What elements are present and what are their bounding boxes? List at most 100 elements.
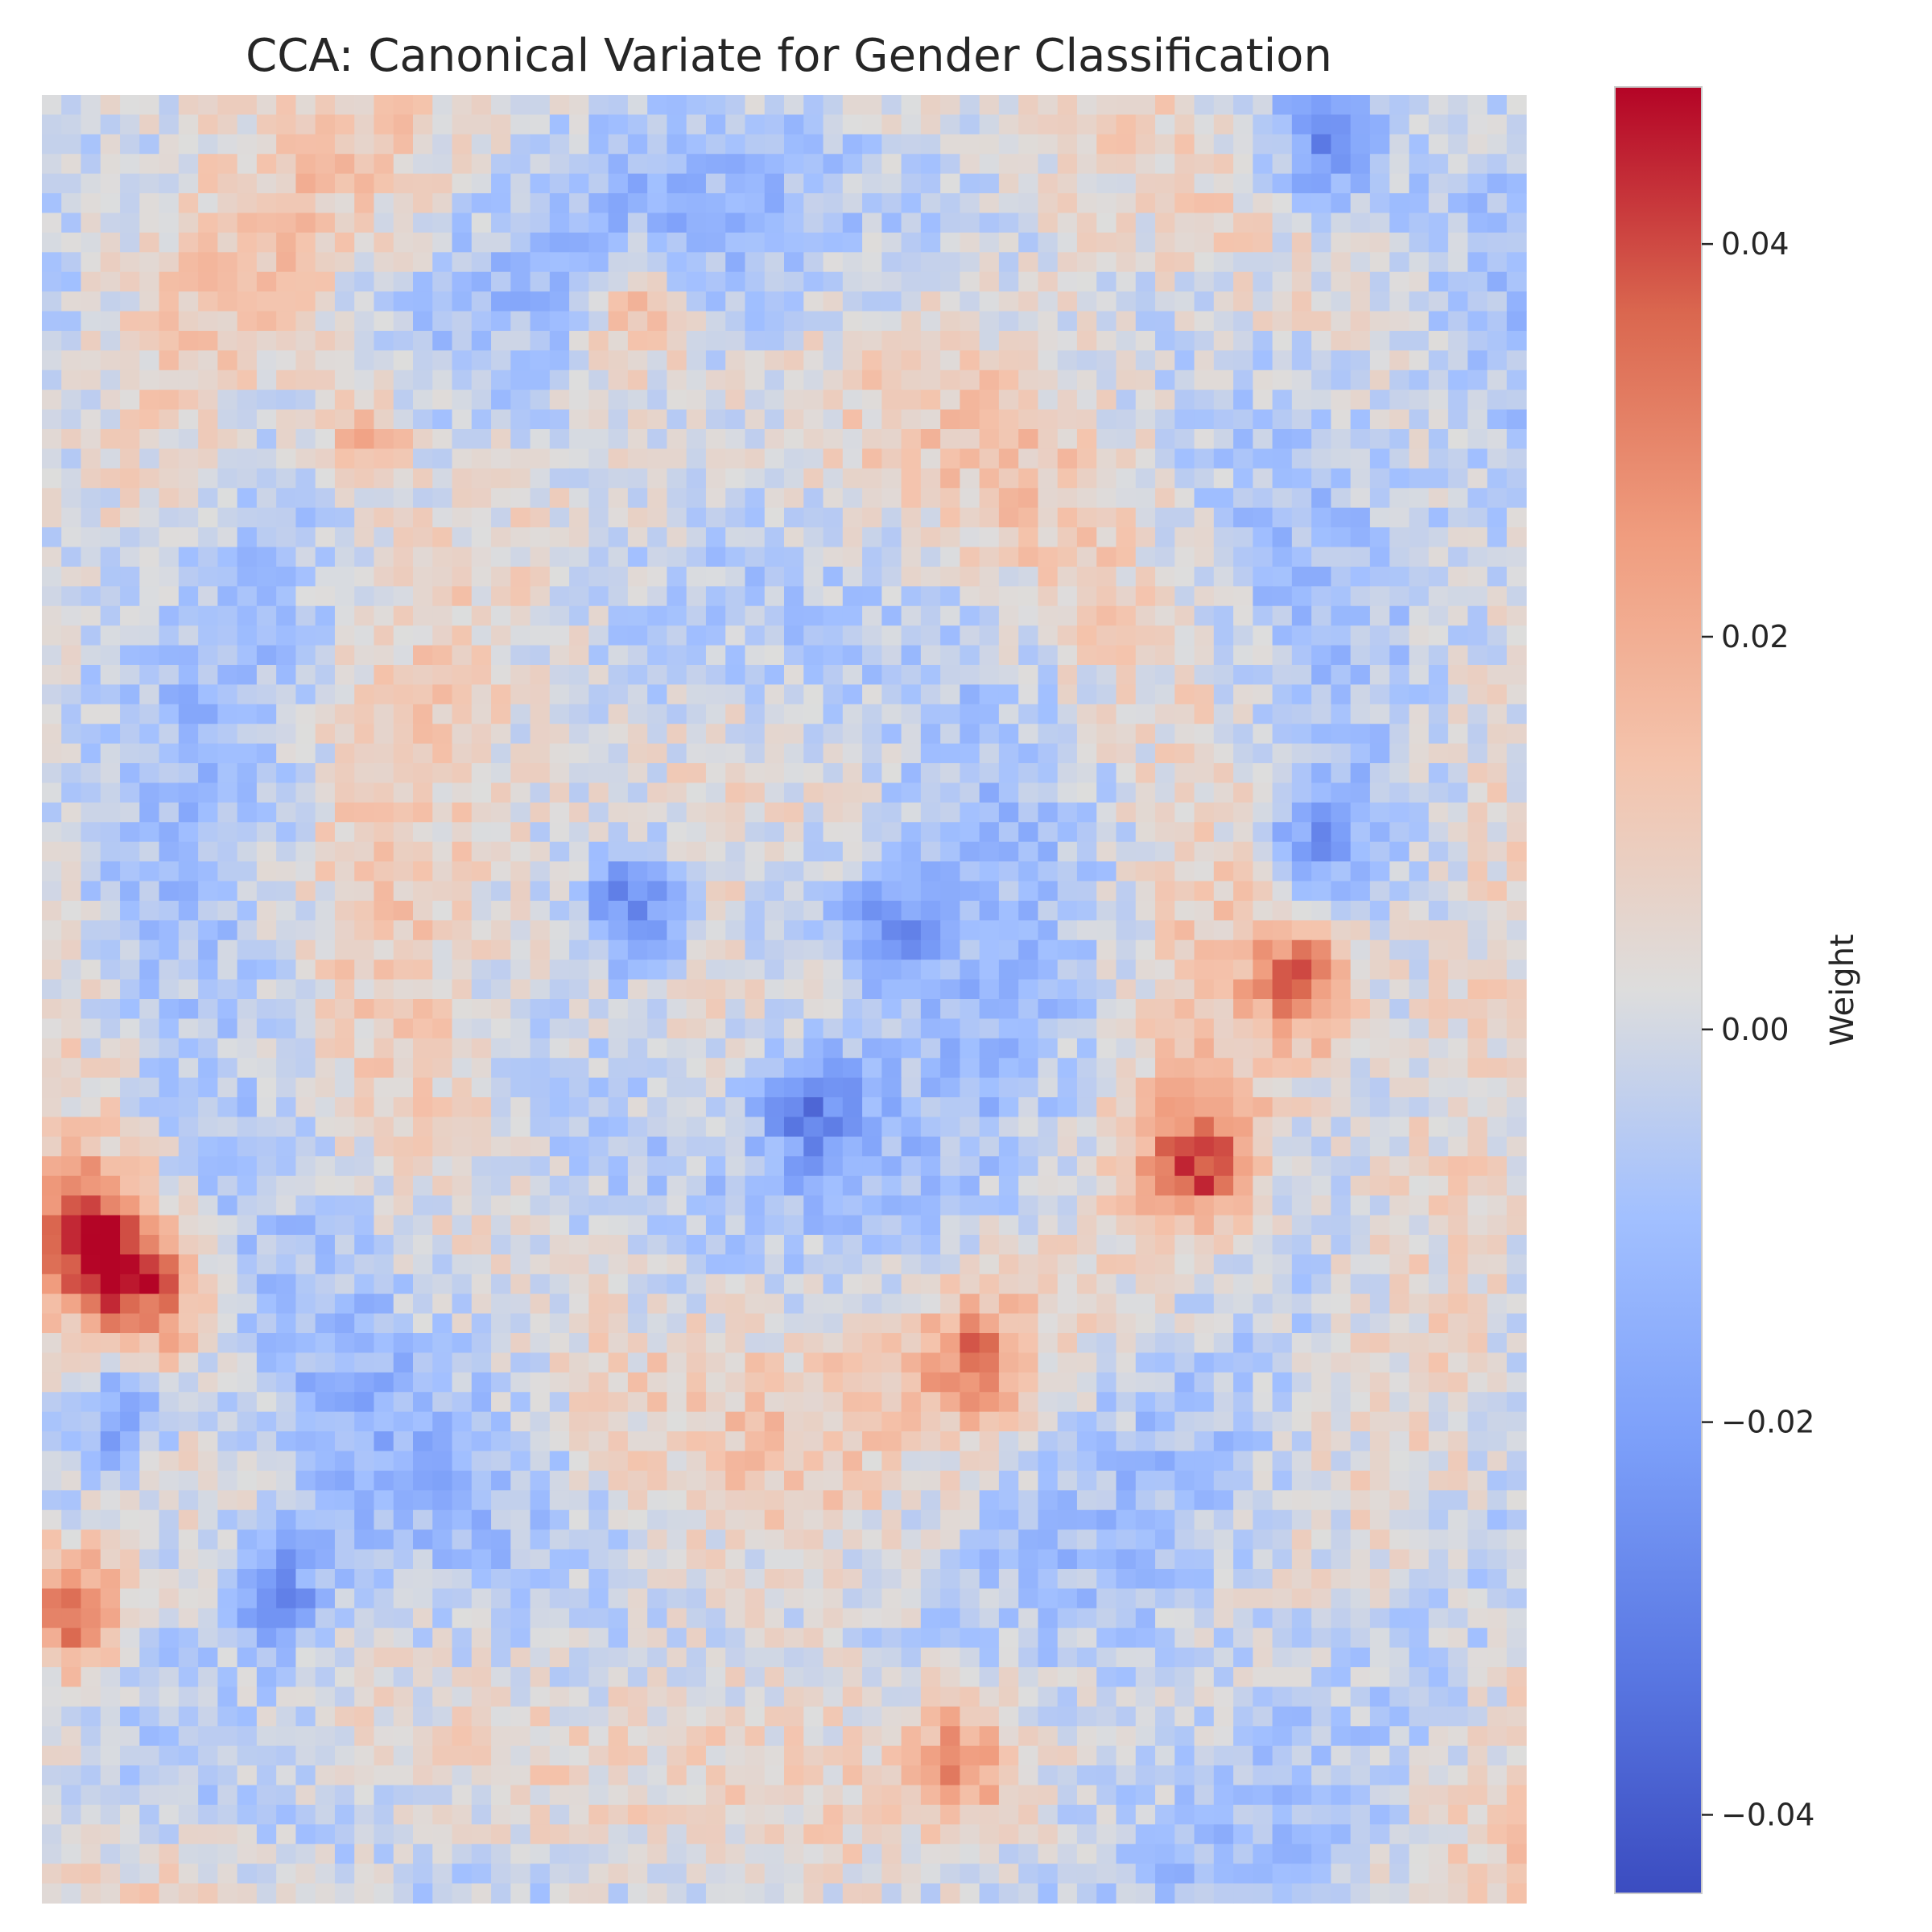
heatmap-cell <box>940 114 960 135</box>
heatmap-cell <box>549 605 570 626</box>
heatmap-cell <box>1331 95 1352 116</box>
heatmap-cell <box>120 291 140 312</box>
heatmap-cell <box>334 291 355 312</box>
heatmap-cell <box>432 527 453 548</box>
heatmap-cell <box>413 999 433 1020</box>
heatmap-cell <box>334 173 355 194</box>
heatmap-cell <box>862 1234 882 1255</box>
heatmap-cell <box>784 724 804 745</box>
heatmap-cell <box>1155 704 1175 724</box>
heatmap-cell <box>1447 841 1468 862</box>
heatmap-cell <box>667 900 687 921</box>
heatmap-cell <box>276 468 297 489</box>
heatmap-cell <box>100 625 121 646</box>
heatmap-cell <box>725 841 746 862</box>
heatmap-cell <box>608 1136 629 1157</box>
heatmap-cell <box>920 1136 941 1157</box>
heatmap-cell <box>530 664 551 685</box>
heatmap-cell <box>627 822 648 843</box>
heatmap-cell <box>803 507 824 528</box>
heatmap-cell <box>374 488 394 509</box>
heatmap-cell <box>1038 448 1059 469</box>
heatmap-cell <box>881 979 902 1000</box>
heatmap-cell <box>1116 173 1137 194</box>
heatmap-cell <box>393 271 414 292</box>
heatmap-cell <box>823 330 844 351</box>
heatmap-cell <box>1057 527 1078 548</box>
heatmap-cell <box>1194 979 1215 1000</box>
heatmap-cell <box>549 1234 570 1255</box>
heatmap-cell <box>217 1156 238 1177</box>
heatmap-cell <box>159 645 180 666</box>
heatmap-cell <box>608 114 629 135</box>
heatmap-cell <box>901 724 922 745</box>
heatmap-cell <box>80 1372 101 1393</box>
heatmap-cell <box>491 1058 511 1079</box>
heatmap-cell <box>862 1254 882 1275</box>
heatmap-cell <box>1409 1274 1430 1294</box>
heatmap-cell <box>1369 1077 1390 1098</box>
heatmap-cell <box>491 390 511 411</box>
heatmap-cell <box>1135 488 1156 509</box>
heatmap-cell <box>491 960 511 980</box>
heatmap-cell <box>393 802 414 823</box>
heatmap-cell <box>881 822 902 843</box>
heatmap-cell <box>198 468 218 489</box>
heatmap-cell <box>686 999 707 1020</box>
heatmap-cell <box>413 1195 433 1216</box>
heatmap-cell <box>1468 252 1488 273</box>
heatmap-cell <box>237 350 258 371</box>
heatmap-cell <box>393 507 414 528</box>
heatmap-cell <box>315 920 336 941</box>
heatmap-cell <box>1076 369 1097 390</box>
heatmap-cell <box>862 1333 882 1354</box>
heatmap-cell <box>1135 802 1156 823</box>
heatmap-cell <box>1116 134 1137 155</box>
heatmap-cell <box>1428 213 1449 233</box>
heatmap-cell <box>432 369 453 390</box>
heatmap-cell <box>159 547 180 568</box>
heatmap-cell <box>725 1038 746 1059</box>
heatmap-cell <box>1233 311 1253 332</box>
heatmap-cell <box>1369 468 1390 489</box>
heatmap-cell <box>471 1234 492 1255</box>
heatmap-cell <box>901 881 922 902</box>
heatmap-cell <box>881 1254 902 1275</box>
heatmap-cell <box>334 311 355 332</box>
heatmap-cell <box>1331 547 1352 568</box>
heatmap-cell <box>237 429 258 450</box>
heatmap-cell <box>217 566 238 587</box>
heatmap-cell <box>862 960 882 980</box>
heatmap-cell <box>42 448 62 469</box>
heatmap-cell <box>413 330 433 351</box>
heatmap-cell <box>1253 369 1274 390</box>
heatmap-cell <box>803 960 824 980</box>
heatmap-cell <box>1155 1254 1175 1275</box>
heatmap-cell <box>159 154 180 175</box>
heatmap-cell <box>217 311 238 332</box>
heatmap-cell <box>627 232 648 253</box>
heatmap-cell <box>432 822 453 843</box>
heatmap-cell <box>1096 920 1117 941</box>
heatmap-cell <box>256 547 277 568</box>
heatmap-cell <box>1213 1274 1234 1294</box>
heatmap-cell <box>725 960 746 980</box>
heatmap-cell <box>256 1117 277 1137</box>
heatmap-cell <box>1428 645 1449 666</box>
heatmap-cell <box>1311 468 1331 489</box>
heatmap-cell <box>491 173 511 194</box>
heatmap-cell <box>901 841 922 862</box>
heatmap-cell <box>1076 330 1097 351</box>
heatmap-cell <box>784 193 804 214</box>
heatmap-cell <box>1057 468 1078 489</box>
heatmap-cell <box>979 822 1000 843</box>
heatmap-cell <box>960 566 980 587</box>
heatmap-cell <box>178 861 199 882</box>
heatmap-cell <box>100 822 121 843</box>
heatmap-cell <box>452 1333 473 1354</box>
heatmap-cell <box>803 448 824 469</box>
heatmap-cell <box>1233 488 1253 509</box>
heatmap-cell <box>608 527 629 548</box>
heatmap-cell <box>1213 1058 1234 1079</box>
heatmap-cell <box>354 95 375 116</box>
